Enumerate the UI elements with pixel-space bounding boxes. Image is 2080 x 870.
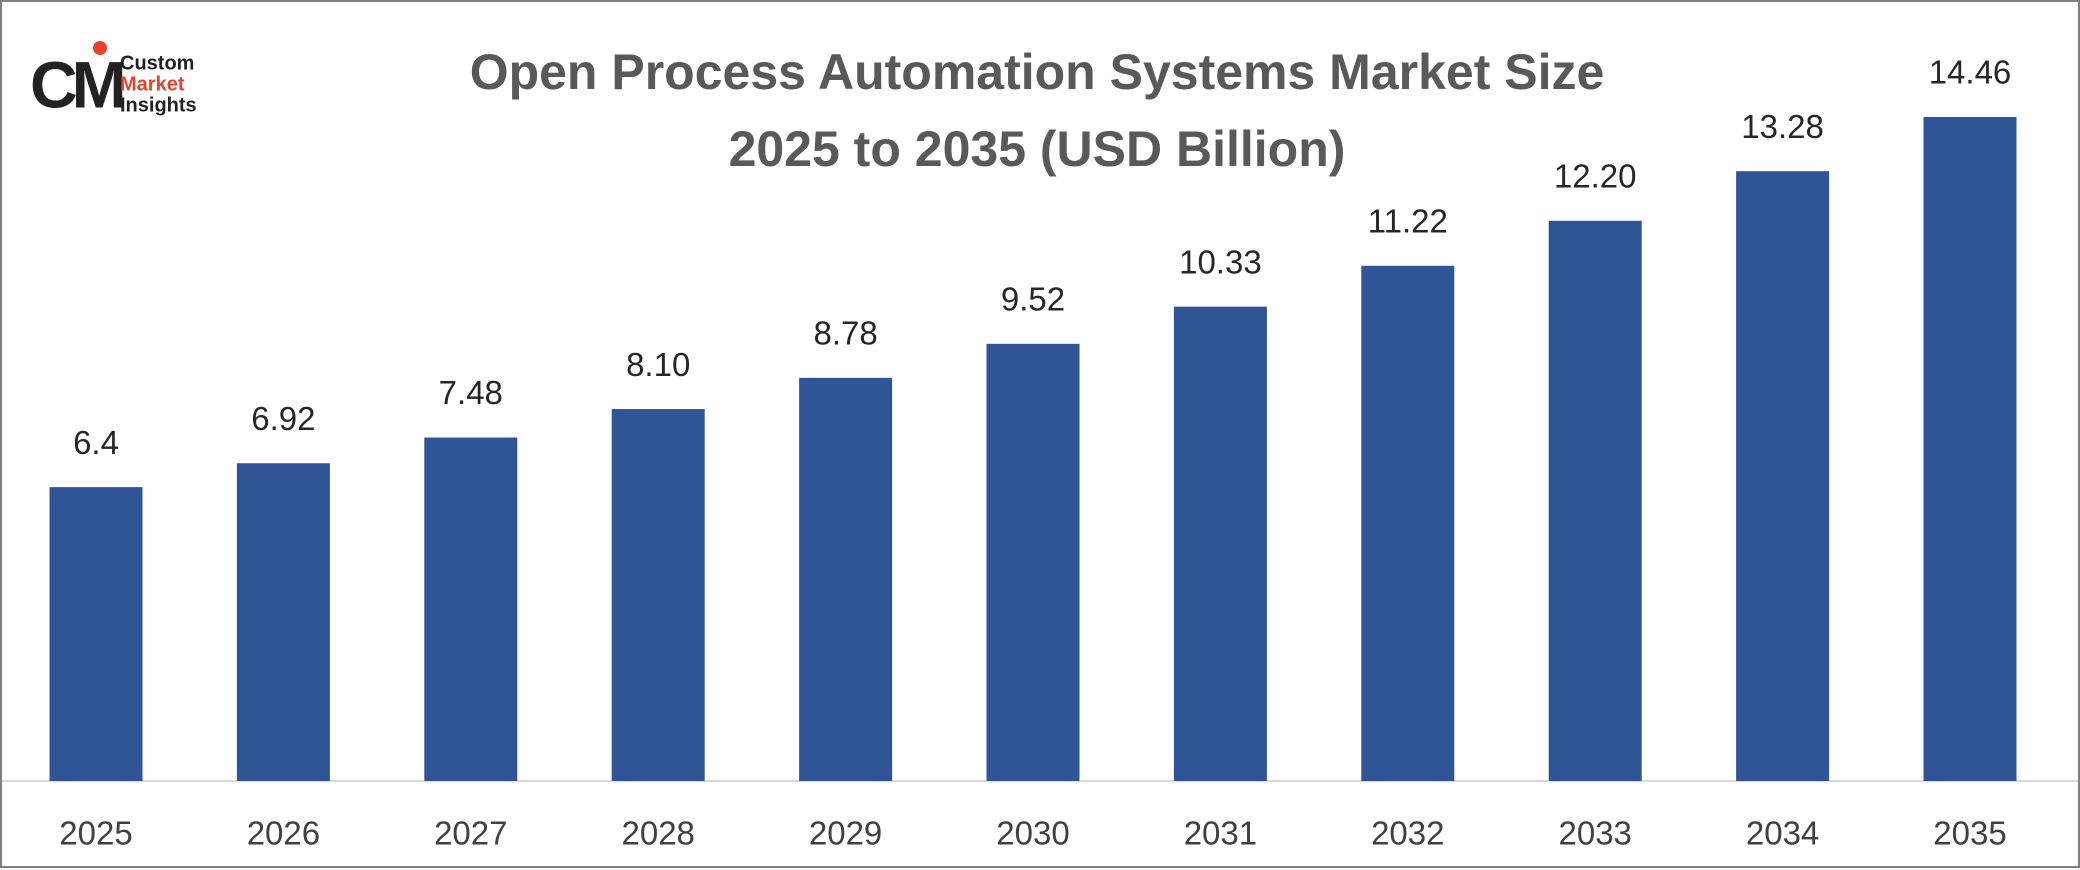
- logo-mark: CM: [30, 47, 123, 121]
- value-label: 8.10: [626, 346, 690, 383]
- bar: [49, 487, 143, 781]
- bar: [611, 409, 705, 781]
- logo: CM Custom Market Insights: [30, 41, 197, 121]
- bar: [236, 463, 330, 781]
- bar: [1173, 306, 1267, 781]
- x-tick-label: 2026: [247, 815, 320, 852]
- value-label: 8.78: [813, 315, 877, 352]
- logo-dot: [93, 41, 107, 55]
- x-tick-label: 2033: [1558, 815, 1631, 852]
- x-tick-label: 2029: [809, 815, 882, 852]
- chart-title: Open Process Automation Systems Market S…: [470, 44, 1605, 100]
- value-label: 14.46: [1929, 54, 2012, 91]
- bar: [1361, 265, 1455, 781]
- bar: [1923, 117, 2017, 781]
- x-tick-label: 2032: [1371, 815, 1444, 852]
- logo-text: Insights: [120, 94, 197, 116]
- x-tick-label: 2027: [434, 815, 507, 852]
- value-label: 10.33: [1179, 243, 1262, 280]
- bar: [799, 377, 893, 781]
- x-tick-label: 2028: [621, 815, 694, 852]
- value-label: 6.4: [73, 424, 119, 461]
- value-label: 7.48: [439, 374, 503, 411]
- logo-text: Custom: [120, 52, 194, 74]
- logo-text: Market: [120, 73, 185, 95]
- x-tick-label: 2030: [996, 815, 1069, 852]
- x-tick-label: 2031: [1184, 815, 1257, 852]
- x-tick-label: 2034: [1746, 815, 1819, 852]
- bar: [1548, 220, 1642, 782]
- value-label: 9.52: [1001, 281, 1065, 318]
- bar: [424, 437, 518, 781]
- chart-title: 2025 to 2035 (USD Billion): [729, 121, 1346, 177]
- x-tick-label: 2025: [59, 815, 132, 852]
- bar: [986, 343, 1080, 781]
- value-label: 12.20: [1554, 157, 1637, 194]
- value-label: 13.28: [1741, 108, 1824, 145]
- x-tick-label: 2035: [1933, 815, 2006, 852]
- bar: [1736, 171, 1830, 782]
- value-label: 6.92: [251, 400, 315, 437]
- value-label: 11.22: [1368, 202, 1448, 239]
